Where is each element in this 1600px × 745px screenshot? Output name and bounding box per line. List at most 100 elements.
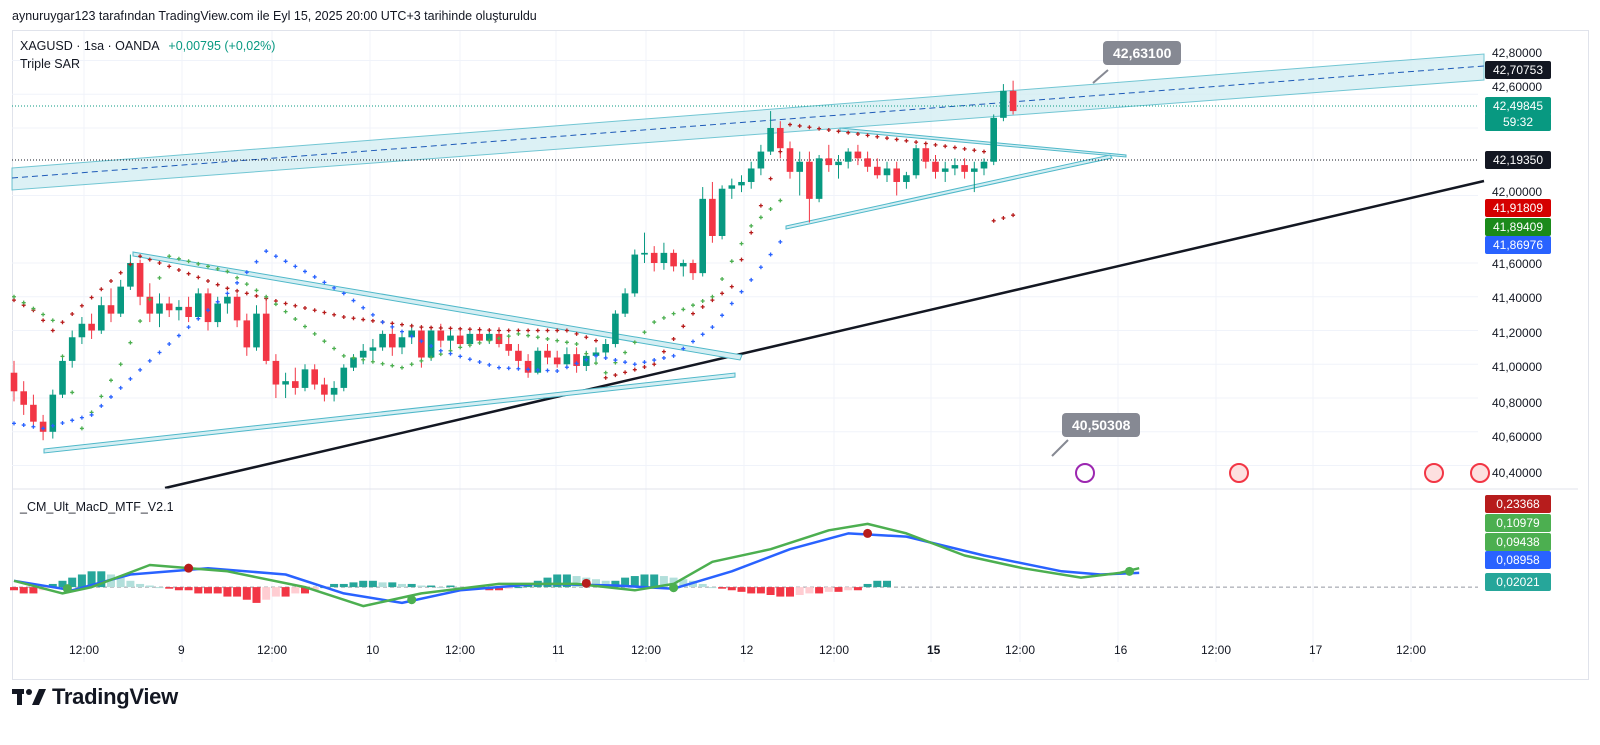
candle-up — [379, 333, 386, 348]
price-tick-label: 41,40000 — [1492, 291, 1543, 305]
candle-down — [146, 296, 154, 314]
sar-red-point — [904, 138, 909, 143]
sar-red-point — [244, 291, 249, 296]
macd-histogram-bar — [291, 587, 300, 594]
sar-red-point — [788, 122, 792, 127]
sar-blue-point — [438, 348, 443, 353]
candle-down — [1009, 90, 1017, 112]
sar-green-point — [758, 215, 763, 220]
macd-cross-marker — [581, 578, 591, 588]
sar-blue-point — [60, 421, 65, 426]
macd-histogram-bar — [630, 576, 639, 588]
sar-blue-point — [545, 368, 550, 373]
signal-line — [13, 532, 1140, 605]
price-tick-label: 42,00000 — [1492, 185, 1543, 199]
price-tick-label: 41,60000 — [1492, 257, 1543, 271]
sar-red-point — [79, 303, 84, 308]
price-tag: 0,08958 — [1485, 551, 1551, 569]
symbol-legend[interactable]: XAGUSD · 1sa · OANDA +0,00795 (+0,02%) — [20, 39, 275, 53]
sar-blue-point — [273, 254, 278, 259]
low-price-callout[interactable]: 40,50308 — [1062, 413, 1141, 437]
sar-blue-point — [642, 360, 647, 365]
price-tag: 0,09438 — [1485, 533, 1551, 551]
sar-green-point — [370, 359, 375, 364]
sar-blue-point — [138, 367, 143, 372]
sar-green-point — [264, 294, 269, 299]
sar-blue-point — [448, 351, 453, 356]
sar-red-point — [535, 328, 540, 333]
candle-down — [476, 333, 483, 341]
sar-red-point — [991, 218, 996, 223]
sar-red-point — [487, 328, 492, 333]
sar-blue-point — [671, 353, 676, 358]
sar-green-point — [564, 340, 569, 345]
sar-blue-point — [31, 424, 36, 429]
sar-red-point — [254, 293, 259, 298]
sar-red-point — [768, 176, 773, 181]
sar-red-point — [400, 322, 404, 327]
sar-blue-point — [196, 316, 201, 321]
sar-blue-point — [70, 418, 75, 423]
macd-histogram-bar — [417, 585, 426, 588]
sar-red-point — [739, 257, 744, 262]
candle-down — [874, 166, 881, 176]
sar-red-point — [41, 318, 46, 323]
channel-midline — [11, 65, 1485, 179]
macd-legend[interactable]: _CM_Ult_MacD_MTF_V2.1 — [20, 500, 174, 514]
sar-green-point — [419, 358, 424, 363]
high-price-callout[interactable]: 42,63100 — [1103, 41, 1182, 65]
us-flag-event-icon[interactable] — [1229, 463, 1249, 483]
sar-red-point — [70, 312, 75, 317]
indicator-legend[interactable]: Triple SAR — [20, 57, 80, 71]
macd-histogram-bar — [388, 582, 397, 588]
us-flag-event-icon[interactable] — [1470, 463, 1490, 483]
macd-histogram-bar — [766, 587, 775, 595]
sar-red-point — [235, 288, 240, 293]
candle-up — [214, 303, 221, 323]
us-flag-event-icon[interactable] — [1424, 463, 1444, 483]
sar-green-point — [710, 294, 715, 299]
sar-green-point — [99, 394, 104, 399]
candle-up — [990, 117, 997, 162]
candle-up — [815, 158, 823, 199]
sar-red-point — [720, 291, 725, 296]
candle-up — [903, 175, 910, 182]
sar-green-point — [283, 309, 288, 314]
sar-blue-point — [700, 332, 705, 337]
macd-histogram-bar — [776, 587, 785, 597]
sar-green-point — [138, 319, 143, 324]
sar-red-point — [526, 328, 531, 333]
tradingview-logo[interactable]: TradingView — [12, 684, 178, 710]
sar-red-point — [186, 271, 191, 276]
sar-green-point — [661, 315, 666, 320]
sar-red-point — [700, 304, 705, 309]
macd-line — [13, 522, 1140, 608]
sar-red-point — [681, 324, 686, 329]
time-tick-label: 12:00 — [69, 643, 100, 657]
macd-histogram-bar — [698, 583, 707, 588]
candle-down — [932, 161, 939, 172]
sar-blue-point — [254, 259, 259, 264]
time-tick-label: 11 — [552, 643, 565, 657]
sar-green-point — [671, 311, 676, 316]
sar-blue-point — [147, 358, 152, 363]
sar-blue-point — [283, 259, 288, 264]
lightning-event-icon[interactable] — [1075, 463, 1095, 483]
candle-up — [127, 263, 134, 287]
macd-histogram-bar — [165, 587, 174, 589]
sar-red-point — [448, 326, 453, 331]
sar-blue-point — [380, 320, 385, 325]
macd-histogram-bar — [19, 587, 28, 594]
sar-red-point — [923, 141, 928, 146]
chart-frame — [12, 30, 1589, 680]
candle-up — [59, 360, 66, 395]
sar-red-point — [855, 132, 860, 137]
sar-red-point — [409, 323, 414, 328]
macd-histogram-bar — [184, 587, 193, 591]
candle-up — [835, 161, 842, 166]
macd-histogram-bar — [601, 580, 610, 588]
macd-histogram-bar — [330, 583, 339, 588]
sar-red-point — [652, 362, 657, 367]
sar-red-point — [749, 230, 754, 235]
